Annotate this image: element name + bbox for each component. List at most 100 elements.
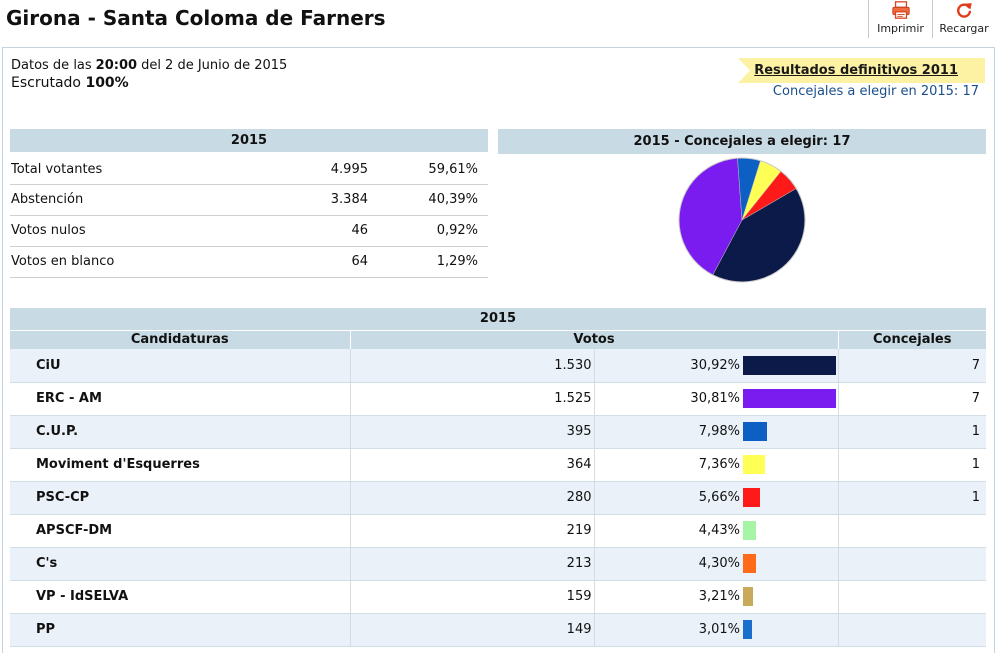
party-vote-percent: 5,66%: [594, 481, 742, 515]
party-vote-percent: 4,43%: [594, 514, 742, 548]
print-button[interactable]: Imprimir: [868, 0, 932, 38]
summary-row: Votos en blanco 64 1,29%: [10, 246, 488, 278]
party-name: CiU: [10, 349, 351, 383]
vote-bar: [743, 355, 836, 375]
vote-bar-cell: [742, 613, 839, 647]
party-seats: [838, 580, 987, 614]
party-votes: 149: [350, 613, 595, 647]
vote-bar: [743, 587, 753, 606]
banner-ribbon-shape: [738, 58, 985, 83]
summary-count: 46: [260, 215, 368, 247]
summary-label: Votos nulos: [10, 215, 260, 247]
party-votes: 1.525: [350, 382, 595, 416]
party-seats: 1: [838, 415, 987, 449]
vote-bar-cell: [742, 580, 839, 614]
result-row: Moviment d'Esquerres 364 7,36% 1: [10, 448, 987, 482]
page-title: Girona - Santa Coloma de Farners: [6, 6, 386, 30]
reload-button[interactable]: Recargar: [932, 0, 995, 38]
scrutiny-status: Escrutado 100%: [11, 75, 129, 91]
party-vote-percent: 4,30%: [594, 547, 742, 581]
vote-bar-cell: [742, 382, 839, 416]
data-prefix: Datos de las: [11, 58, 92, 73]
party-vote-percent: 30,92%: [594, 349, 742, 383]
pie-outline: [678, 157, 806, 283]
party-name: APSCF-DM: [10, 514, 351, 548]
summary-label: Abstención: [10, 184, 260, 216]
party-vote-percent: 30,81%: [594, 382, 742, 416]
summary-header: 2015: [10, 129, 488, 155]
party-name: PP: [10, 613, 351, 647]
party-seats: 7: [838, 349, 987, 383]
party-votes: 395: [350, 415, 595, 449]
print-label: Imprimir: [877, 22, 924, 35]
party-votes: 219: [350, 514, 595, 548]
party-seats: 1: [838, 448, 987, 482]
candidacies-results-table: 2015 Candidaturas Votos Concejales CiU 1.…: [10, 308, 987, 647]
result-row: ERC - AM 1.525 30,81% 7: [10, 382, 987, 416]
party-name: C.U.P.: [10, 415, 351, 449]
vote-bar: [743, 455, 765, 474]
party-seats: 7: [838, 382, 987, 416]
party-name: Moviment d'Esquerres: [10, 448, 351, 482]
vote-bar: [743, 554, 756, 573]
scrutinized-label: Escrutado: [11, 75, 81, 91]
party-vote-percent: 3,01%: [594, 613, 742, 647]
vote-bar: [743, 389, 836, 408]
data-timestamp: Datos de las 20:00 del 2 de Junio de 2015: [11, 58, 287, 73]
summary-percent: 1,29%: [368, 246, 488, 278]
summary-count: 4.995: [260, 153, 368, 185]
summary-percent: 59,61%: [368, 153, 488, 185]
data-date: del 2 de Junio de 2015: [141, 58, 288, 73]
party-votes: 280: [350, 481, 595, 515]
vote-bar-cell: [742, 547, 839, 581]
result-row: VP - IdSELVA 159 3,21%: [10, 580, 987, 614]
party-name: PSC-CP: [10, 481, 351, 515]
vote-bar: [743, 521, 756, 540]
result-row: C's 213 4,30%: [10, 547, 987, 581]
vote-bar: [743, 488, 760, 507]
party-votes: 364: [350, 448, 595, 482]
vote-bar: [743, 620, 752, 639]
party-votes: 159: [350, 580, 595, 614]
summary-percent: 40,39%: [368, 184, 488, 216]
summary-label: Total votantes: [10, 153, 260, 185]
summary-row: Total votantes 4.995 59,61%: [10, 153, 488, 185]
party-seats: [838, 547, 987, 581]
vote-bar-cell: [742, 349, 839, 383]
summary-count: 3.384: [260, 184, 368, 216]
party-name: C's: [10, 547, 351, 581]
party-vote-percent: 7,36%: [594, 448, 742, 482]
vote-bar: [743, 422, 767, 441]
party-name: ERC - AM: [10, 382, 351, 416]
result-row: APSCF-DM 219 4,43%: [10, 514, 987, 548]
summary-label: Votos en blanco: [10, 246, 260, 278]
vote-bar-cell: [742, 481, 839, 515]
party-seats: [838, 514, 987, 548]
reload-label: Recargar: [939, 22, 989, 35]
party-name: VP - IdSELVA: [10, 580, 351, 614]
final-results-banner: Resultados definitivos 2011: [738, 58, 985, 83]
refresh-icon: [957, 3, 972, 18]
printer-icon: [891, 1, 910, 19]
seats-pie-chart: [678, 157, 806, 283]
summary-count: 64: [260, 246, 368, 278]
column-candidacies: Candidaturas: [10, 329, 351, 349]
vote-bar-cell: [742, 514, 839, 548]
vote-bar-cell: [742, 448, 839, 482]
column-councillors: Concejales: [838, 329, 987, 349]
party-votes: 1.530: [350, 349, 595, 383]
party-vote-percent: 3,21%: [594, 580, 742, 614]
party-seats: 1: [838, 481, 987, 515]
party-vote-percent: 7,98%: [594, 415, 742, 449]
column-votes: Votos: [350, 329, 839, 349]
summary-percent: 0,92%: [368, 215, 488, 247]
summary-row: Abstención 3.384 40,39%: [10, 184, 488, 216]
turnout-summary-table: 2015 Total votantes 4.995 59,61% Abstención…: [10, 129, 488, 278]
party-votes: 213: [350, 547, 595, 581]
result-row: CiU 1.530 30,92% 7: [10, 349, 987, 383]
party-seats: [838, 613, 987, 647]
scrutinized-value: 100%: [85, 75, 129, 91]
pie-chart-header: 2015 - Concejales a elegir: 17: [498, 129, 986, 154]
result-row: PSC-CP 280 5,66% 1: [10, 481, 987, 515]
final-results-2011-link[interactable]: Resultados definitivos 2011: [754, 63, 958, 78]
